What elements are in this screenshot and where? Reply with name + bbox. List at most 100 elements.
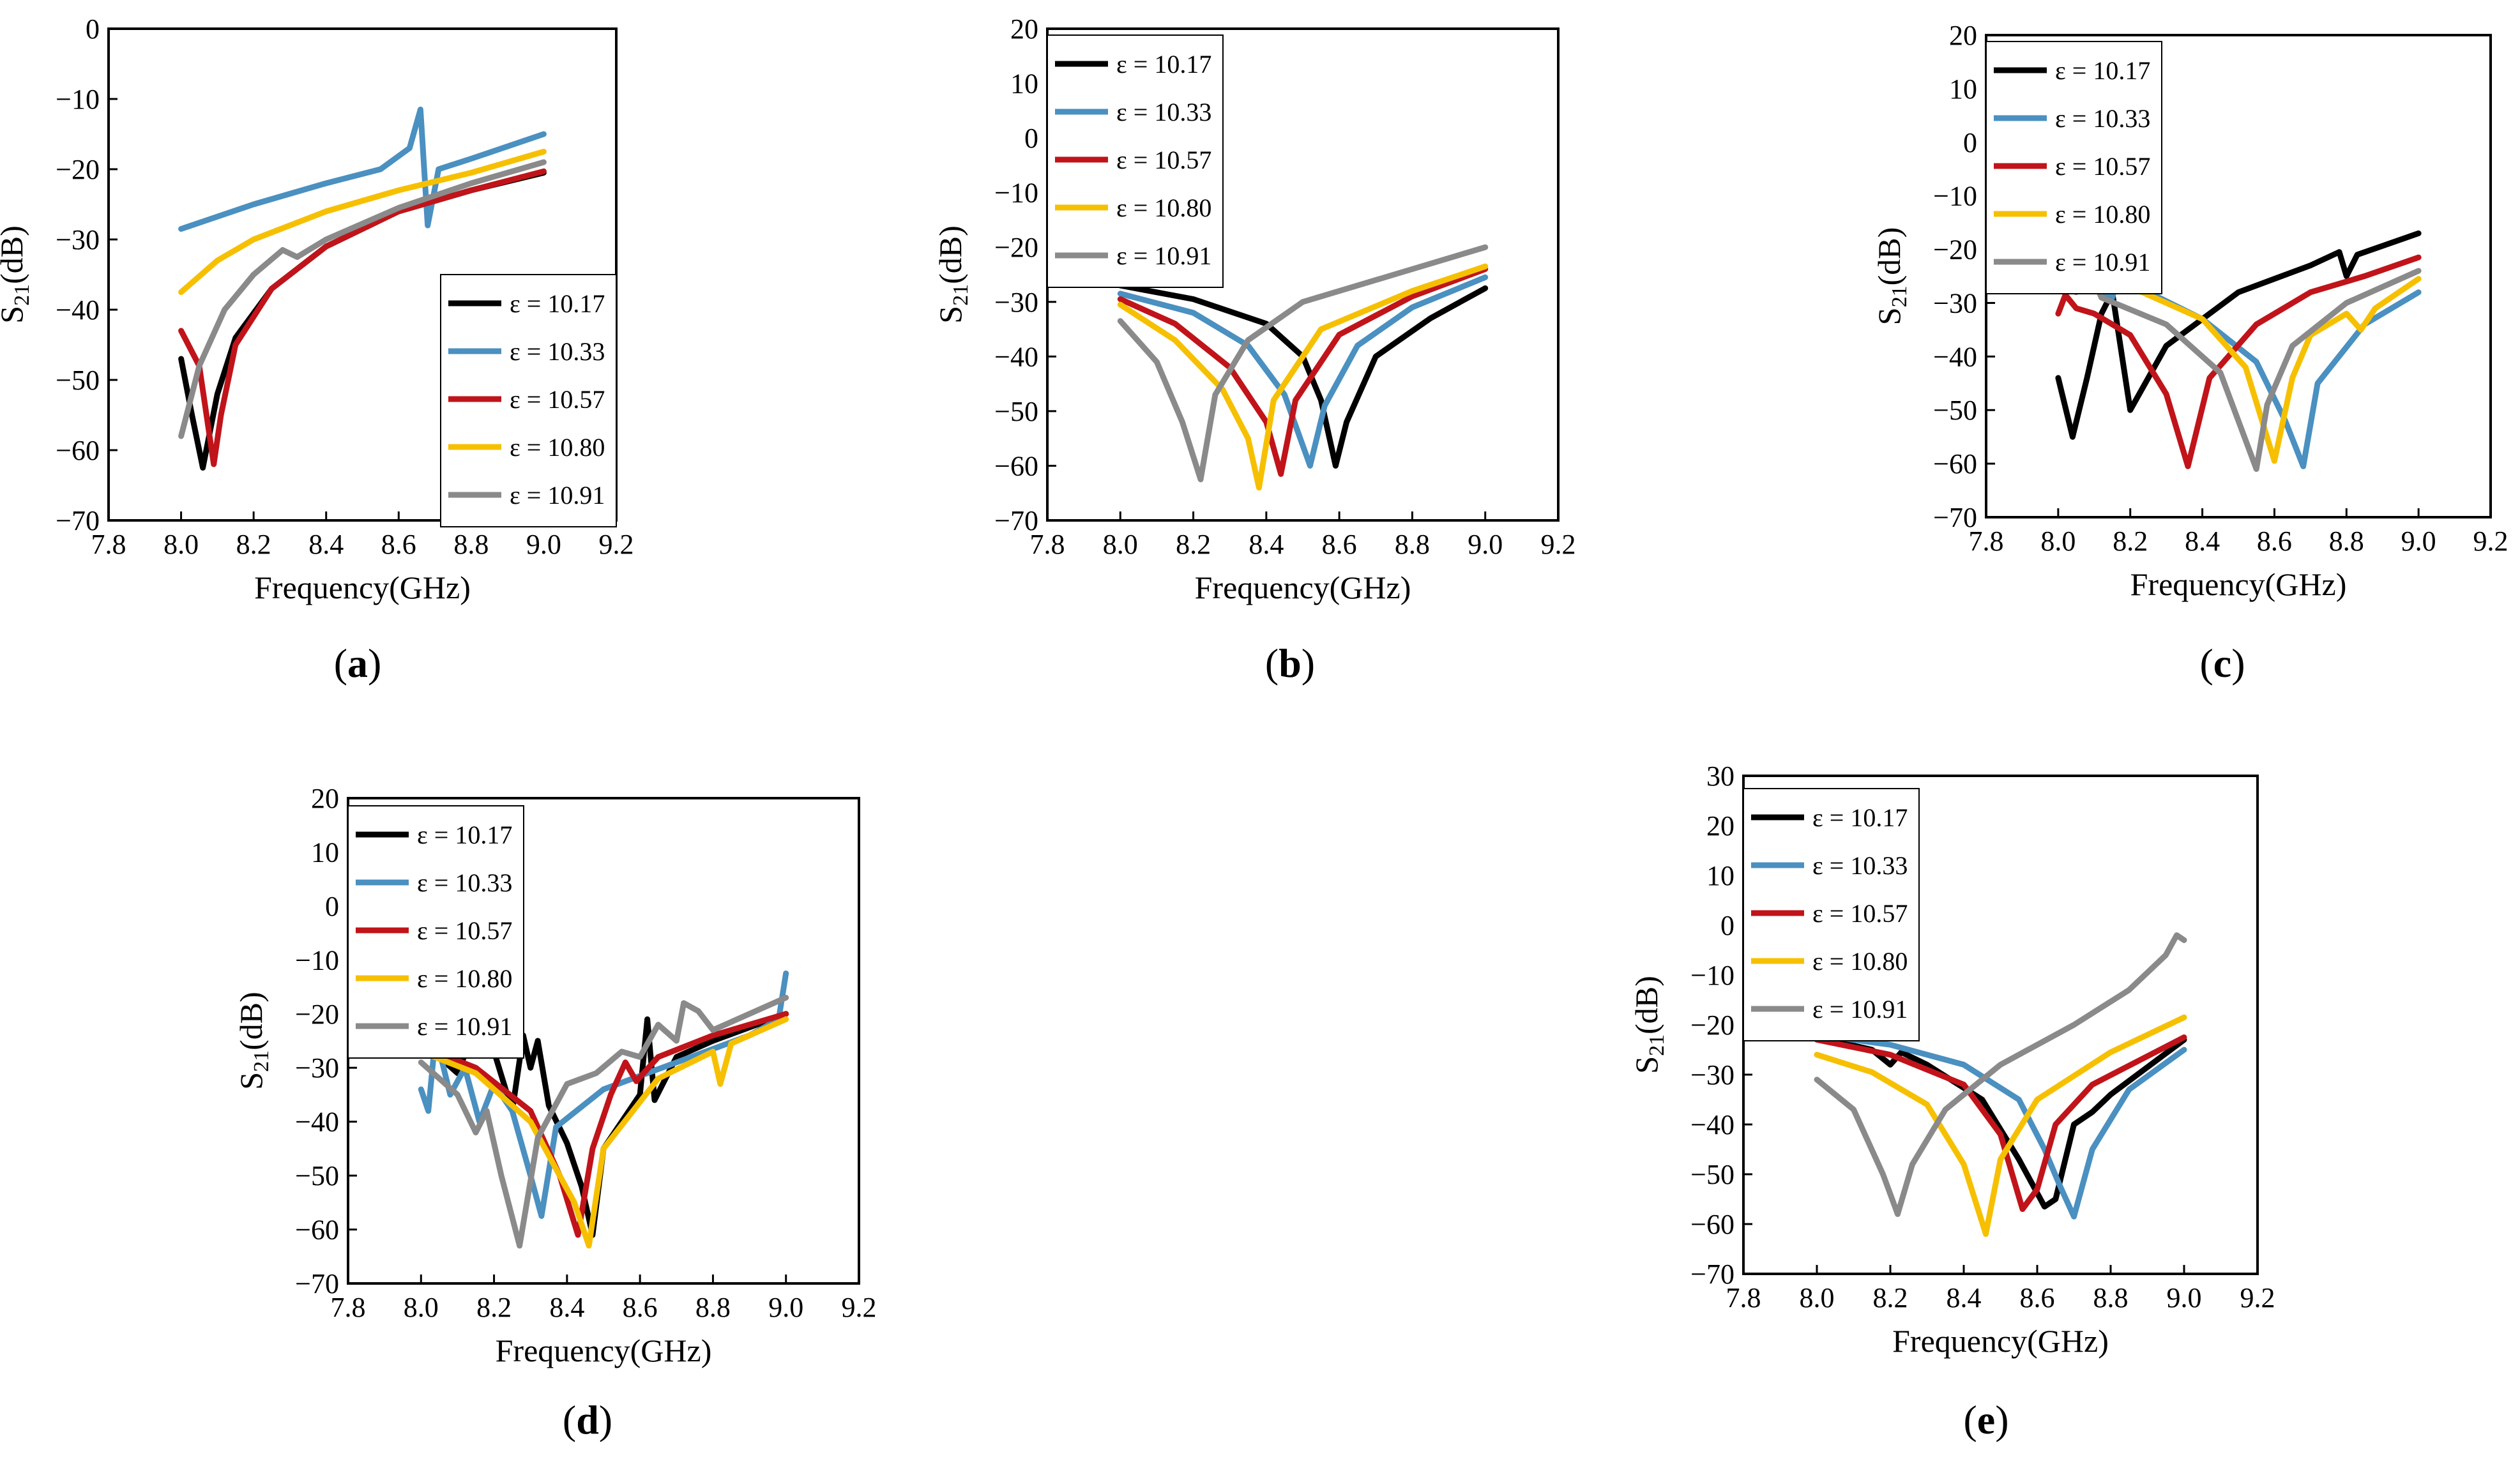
y-tick-label: −40 — [1690, 1109, 1734, 1140]
y-tick-label: −10 — [1690, 960, 1734, 991]
y-tick-label: −50 — [994, 396, 1038, 427]
panel-c: 7.8 8.0 8.2 8.4 8.6 8.8 9.0 9.2 20 10 0 −10 −20 −30 −4… — [1871, 20, 2509, 686]
legend-entry: ε = 10.91 — [510, 481, 605, 510]
x-tick-label: 9.0 — [768, 1292, 803, 1323]
x-tick-label: 9.2 — [2473, 526, 2509, 557]
x-tick-label: 8.4 — [1249, 529, 1284, 560]
y-tick-label: −60 — [1690, 1209, 1734, 1240]
y-axis-title: S21(dB) — [233, 992, 273, 1089]
y-tick-label: −20 — [994, 232, 1038, 263]
legend-entry: ε = 10.80 — [417, 964, 512, 993]
panel-letter: d — [576, 1397, 599, 1442]
y-axis-title-sub: 21 — [1888, 285, 1911, 307]
y-tick-label: −50 — [1933, 395, 1977, 426]
series-line-2 — [1117, 274, 1489, 469]
x-tick-label: 8.4 — [549, 1292, 584, 1323]
x-tick-label: 8.6 — [381, 529, 416, 560]
panel-label: (b) — [1265, 640, 1315, 686]
legend-entry: ε = 10.17 — [1812, 803, 1908, 832]
y-axis-title-main: S — [0, 306, 29, 324]
series-line-3 — [1117, 266, 1489, 477]
series-line-4 — [1814, 1014, 2187, 1237]
legend-entry: ε = 10.57 — [417, 916, 512, 945]
y-tick-label: 0 — [325, 891, 339, 922]
y-axis-title-sub: 21 — [1645, 1034, 1669, 1056]
y-tick-label: −60 — [295, 1214, 339, 1246]
x-tick-label: 8.2 — [236, 529, 271, 560]
x-axis-title: Frequency(GHz) — [2130, 566, 2347, 602]
y-axis-title: S21(dB) — [1628, 976, 1669, 1073]
legend-entry: ε = 10.17 — [417, 821, 512, 849]
y-tick-label: 20 — [1949, 20, 1977, 51]
x-tick-label: 9.2 — [1541, 529, 1576, 560]
y-tick-label: 0 — [1024, 123, 1038, 154]
x-tick-label: 8.4 — [1947, 1282, 1982, 1313]
y-tick-label: 30 — [1706, 760, 1734, 792]
x-tick-label: 8.8 — [695, 1292, 731, 1323]
legend-entry: ε = 10.91 — [417, 1012, 512, 1041]
y-tick-label: −60 — [56, 435, 100, 466]
panel-label: (c) — [2199, 640, 2245, 686]
y-tick-label: −10 — [295, 944, 339, 976]
x-tick-label: 8.8 — [453, 529, 489, 560]
y-tick-label: −20 — [1933, 234, 1977, 266]
legend-entry: ε = 10.57 — [510, 385, 605, 414]
x-tick-label: 8.8 — [2093, 1282, 2129, 1313]
panel-a: 7.8 8.0 8.2 8.4 8.6 8.8 9.0 9.2 0 −10 −20 −30 −40 −50… — [0, 13, 634, 686]
series-line-4 — [178, 149, 547, 295]
series-line-3 — [418, 1011, 789, 1238]
y-tick-label: −20 — [56, 154, 100, 185]
y-tick-label: 10 — [1949, 73, 1977, 105]
series-line-5 — [1814, 932, 2187, 1217]
x-tick-label: 8.0 — [404, 1292, 439, 1323]
y-axis-title-sub: 21 — [949, 284, 973, 306]
y-axis-title-sub: 21 — [10, 284, 34, 306]
legend-entry: ε = 10.17 — [1116, 50, 1211, 79]
y-tick-label: 10 — [311, 836, 339, 868]
x-tick-label: 8.0 — [163, 529, 199, 560]
legend-entry: ε = 10.80 — [1812, 947, 1908, 976]
x-axis-title: Frequency(GHz) — [1892, 1323, 2109, 1359]
x-tick-label: 9.2 — [599, 529, 634, 560]
legend-entry: ε = 10.33 — [417, 868, 512, 897]
y-tick-label: 20 — [311, 783, 339, 814]
x-tick-label: 7.8 — [1726, 1282, 1761, 1313]
panel-label: (a) — [334, 640, 382, 686]
y-tick-label: −70 — [994, 505, 1038, 536]
y-tick-label: −70 — [295, 1268, 339, 1299]
series-line-2 — [1814, 1032, 2187, 1220]
y-tick-label: −10 — [56, 84, 100, 115]
y-tick-label: 0 — [1963, 127, 1977, 158]
legend-entry: ε = 10.80 — [2055, 200, 2150, 229]
x-tick-label: 8.2 — [1176, 529, 1211, 560]
panel-letter: c — [2213, 640, 2231, 686]
x-tick-label: 9.0 — [1468, 529, 1503, 560]
y-tick-label: −30 — [295, 1052, 339, 1084]
series-line-5 — [178, 159, 547, 439]
panel-label: (e) — [1963, 1397, 2008, 1442]
panel-letter: b — [1279, 640, 1302, 686]
y-axis-title-unit: (dB) — [932, 225, 968, 284]
legend-entry: ε = 10.57 — [1116, 146, 1211, 174]
y-tick-label: −20 — [295, 999, 339, 1030]
y-tick-label: −40 — [1933, 341, 1977, 372]
y-tick-label: −40 — [295, 1107, 339, 1138]
y-tick-label: 0 — [1720, 910, 1734, 941]
series-line-3 — [1814, 1034, 2187, 1213]
x-tick-label: 7.8 — [1030, 529, 1065, 560]
y-tick-label: −70 — [56, 505, 100, 536]
legend-entry: ε = 10.57 — [1812, 899, 1908, 928]
legend-entry: ε = 10.17 — [510, 289, 605, 318]
y-tick-label: −40 — [56, 294, 100, 326]
y-axis-title-unit: (dB) — [0, 225, 29, 284]
x-tick-label: 8.6 — [1322, 529, 1357, 560]
x-tick-label: 8.6 — [2257, 526, 2292, 557]
y-axis-title-unit: (dB) — [1628, 976, 1664, 1034]
x-tick-label: 7.8 — [91, 529, 126, 560]
y-axis-title-main: S — [932, 306, 968, 324]
legend-entry: ε = 10.33 — [1812, 851, 1908, 880]
x-tick-label: 9.2 — [842, 1292, 877, 1323]
y-tick-label: 20 — [1010, 13, 1038, 45]
y-tick-label: −30 — [994, 287, 1038, 318]
y-tick-label: −60 — [994, 450, 1038, 481]
